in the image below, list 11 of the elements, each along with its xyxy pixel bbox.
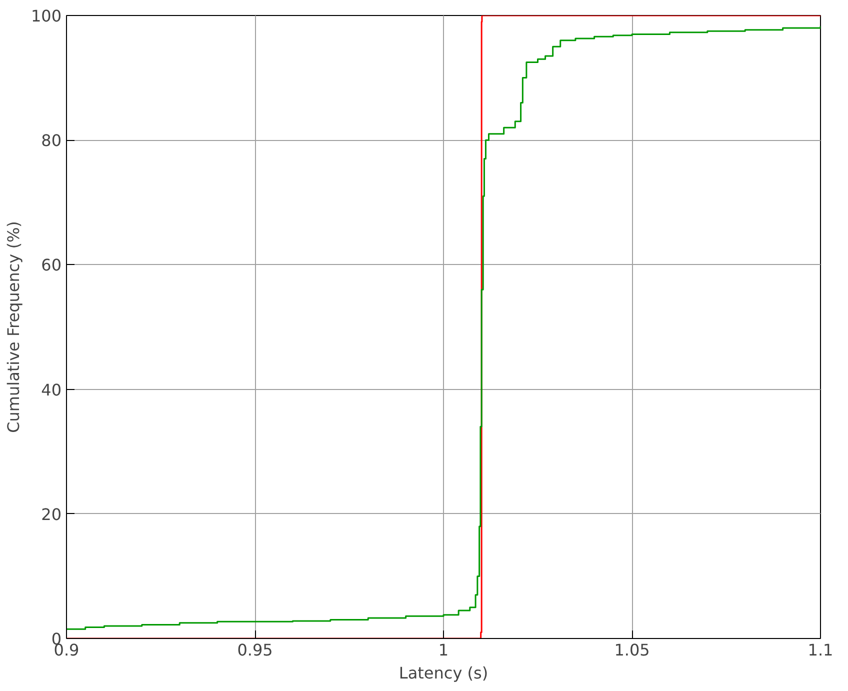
x-tick-label: 0.95 <box>237 640 273 660</box>
x-tick-label: 1.05 <box>614 640 650 660</box>
y-tick-label: 20 <box>41 504 62 524</box>
y-tick-label: 40 <box>41 380 62 400</box>
y-tick-label: 80 <box>41 131 62 150</box>
x-tick-label: 1.1 <box>808 640 834 660</box>
x-axis-title: Latency (s) <box>398 664 488 682</box>
y-axis-title: Cumulative Frequency (%) <box>4 221 23 433</box>
x-tick-label: 1 <box>438 640 449 660</box>
y-tick-label: 100 <box>30 6 62 26</box>
y-tick-label: 60 <box>41 256 62 275</box>
